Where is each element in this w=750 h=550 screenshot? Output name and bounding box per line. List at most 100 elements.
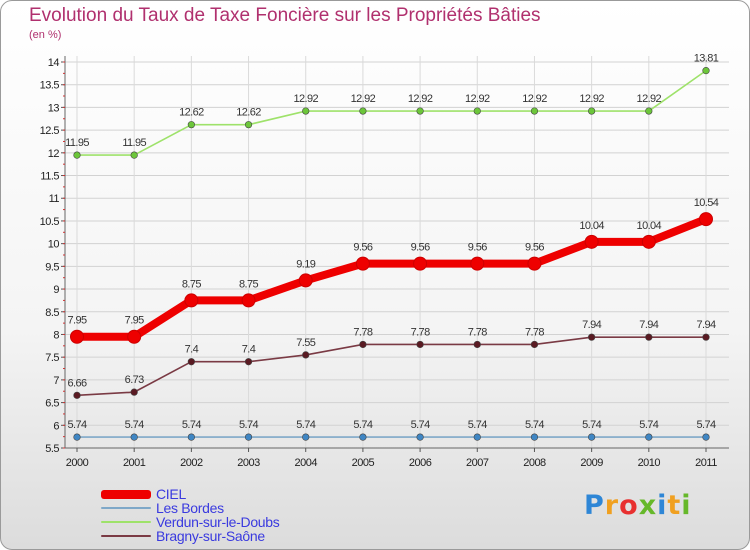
data-point — [699, 212, 713, 227]
data-label: 7.95 — [67, 315, 86, 327]
series-line-verdun-sur-le-doubs — [76, 69, 707, 156]
data-point — [298, 273, 313, 288]
y-tick-label: 11 — [49, 193, 60, 205]
data-label: 5.74 — [67, 419, 86, 431]
data-label: 5.74 — [353, 419, 372, 431]
data-point — [187, 433, 195, 441]
data-label: 5.74 — [582, 419, 601, 431]
data-point — [73, 391, 81, 399]
data-point — [70, 329, 84, 344]
chart-subtitle: (en %) — [29, 29, 62, 41]
data-point — [473, 340, 481, 349]
legend-swatch-bragny — [101, 535, 151, 537]
data-label: 7.78 — [468, 326, 487, 338]
data-label: 5.74 — [296, 419, 315, 431]
data-point — [73, 433, 81, 441]
data-label: 9.19 — [296, 258, 315, 270]
data-point — [187, 121, 195, 129]
data-point — [470, 256, 485, 271]
legend-label-verdun: Verdun-sur-le-Doubs — [156, 514, 280, 530]
y-tick-label: 12.5 — [40, 125, 60, 137]
data-label: 8.75 — [182, 278, 201, 290]
y-tick-label: 8 — [53, 329, 59, 341]
legend-swatch-les-bordes — [101, 507, 151, 509]
y-tick-label: 10 — [48, 239, 60, 251]
legend: CIEL Les Bordes Verdun-sur-le-Doubs Brag… — [101, 486, 280, 544]
data-label: 12.92 — [637, 93, 662, 105]
data-point — [641, 234, 656, 249]
data-point — [302, 433, 310, 441]
logo-letter: i — [657, 490, 668, 521]
data-label: 11.95 — [65, 137, 89, 149]
data-point — [588, 333, 596, 341]
y-tick-label: 9.5 — [45, 261, 59, 273]
data-label: 5.74 — [696, 419, 715, 431]
x-tick-label: 2010 — [638, 457, 661, 469]
data-label: 6.73 — [125, 374, 144, 386]
data-label: 6.66 — [67, 377, 86, 389]
data-point — [359, 107, 367, 115]
data-label: 10.04 — [579, 220, 604, 232]
data-point — [473, 107, 481, 115]
data-point — [244, 433, 253, 441]
y-tick-label: 8.5 — [45, 307, 59, 319]
y-tick-label: 5.5 — [45, 443, 59, 455]
data-label: 7.95 — [125, 315, 144, 327]
data-label: 12.62 — [179, 107, 204, 119]
series-line-ciel — [73, 215, 710, 341]
data-point — [184, 293, 199, 308]
data-point — [702, 433, 710, 441]
x-tick-label: 2007 — [466, 457, 489, 469]
data-point — [530, 433, 539, 441]
y-tick-label: 6.5 — [45, 398, 59, 410]
legend-label-bragny: Bragny-sur-Saône — [156, 528, 265, 544]
x-tick-label: 2003 — [237, 457, 260, 469]
data-point — [244, 358, 253, 366]
data-point — [130, 433, 138, 441]
legend-label-les-bordes: Les Bordes — [156, 500, 224, 516]
data-point — [527, 256, 542, 271]
data-point — [584, 234, 599, 249]
data-point — [187, 358, 195, 366]
y-tick-label: 7.5 — [45, 352, 59, 364]
data-point — [530, 340, 539, 349]
data-label: 5.74 — [468, 419, 487, 431]
data-label: 5.74 — [639, 419, 658, 431]
y-tick-label: 14 — [48, 57, 60, 69]
data-point — [413, 256, 428, 271]
legend-label-ciel: CIEL — [156, 486, 186, 502]
x-tick-label: 2005 — [352, 457, 375, 469]
data-label: 9.56 — [525, 242, 544, 254]
data-point — [416, 340, 424, 349]
data-label: 5.74 — [525, 419, 544, 431]
data-label: 7.78 — [353, 326, 372, 338]
data-point — [355, 256, 370, 271]
legend-item-verdun: Verdun-sur-le-Doubs — [101, 514, 280, 530]
data-point — [702, 67, 710, 75]
legend-swatch-verdun — [101, 521, 151, 523]
x-tick-label: 2009 — [580, 457, 603, 469]
data-point — [127, 329, 142, 344]
data-label: 12.92 — [293, 93, 318, 105]
data-label: 7.55 — [296, 337, 315, 349]
data-point — [530, 107, 539, 115]
y-tick-label: 13.5 — [40, 80, 60, 92]
logo-letter: r — [604, 490, 620, 521]
data-label: 12.92 — [579, 93, 604, 105]
data-label: 12.92 — [351, 93, 376, 105]
y-tick-label: 9 — [53, 284, 59, 296]
data-label: 5.74 — [239, 419, 258, 431]
x-tick-label: 2008 — [523, 457, 546, 469]
data-label: 5.74 — [125, 419, 144, 431]
data-point — [645, 107, 653, 115]
data-point — [645, 333, 653, 341]
data-label: 10.54 — [694, 197, 719, 209]
data-point — [73, 151, 81, 159]
data-point — [416, 107, 424, 115]
data-point — [588, 107, 596, 115]
data-label: 9.56 — [468, 242, 487, 254]
x-tick-label: 2000 — [66, 457, 89, 469]
x-tick-label: 2001 — [123, 457, 146, 469]
data-point — [302, 351, 310, 359]
